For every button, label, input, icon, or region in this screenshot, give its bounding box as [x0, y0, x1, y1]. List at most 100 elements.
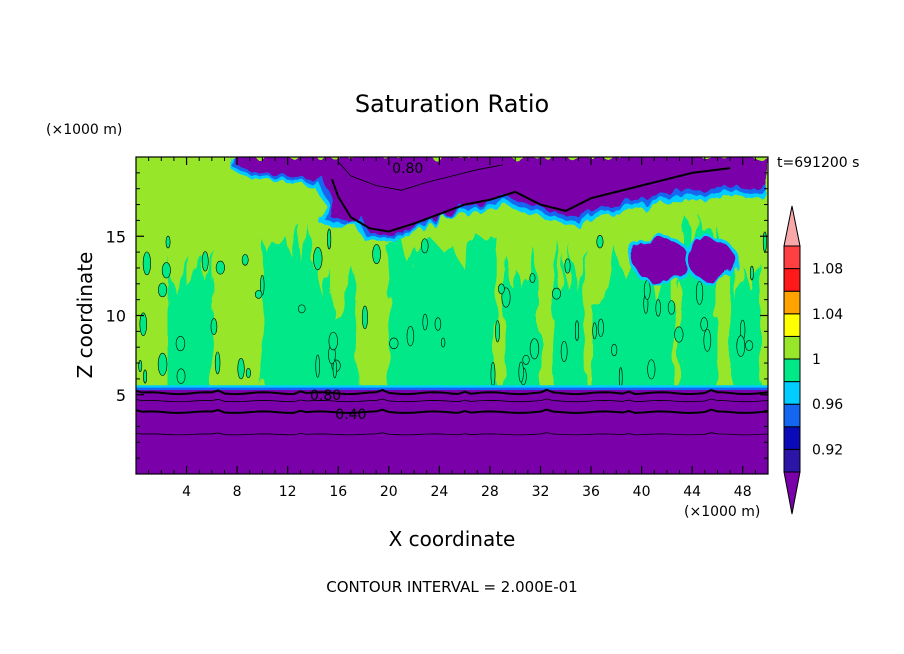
colorbar-box [783, 290, 801, 315]
x-tick-label: 24 [430, 484, 448, 500]
teal-speck [611, 343, 618, 357]
teal-speck [422, 313, 428, 331]
teal-speck [749, 265, 754, 281]
teal-speck [361, 305, 368, 330]
x-tick-label: 20 [380, 484, 398, 500]
teal-speck [245, 367, 251, 379]
teal-speck [328, 331, 338, 351]
contour-lines [136, 161, 768, 436]
teal-speck [490, 362, 496, 387]
x-unit-label: (×1000 m) [684, 504, 760, 520]
x-axis-label: X coordinate [389, 527, 516, 551]
teal-plume [300, 266, 358, 392]
y-tick-label: 5 [116, 386, 126, 405]
teal-speck [157, 352, 168, 376]
x-tick-label: 36 [582, 484, 600, 500]
teal-speck [165, 235, 171, 249]
region-lower-purple [136, 389, 768, 474]
teal-speck [372, 244, 381, 265]
teal-speck [176, 368, 186, 384]
teal-speck [406, 326, 415, 347]
teal-speck [592, 322, 597, 340]
x-tick-label: 48 [734, 484, 752, 500]
teal-speck [434, 317, 442, 331]
footer-contour-interval: CONTOUR INTERVAL = 2.000E-01 [326, 578, 577, 596]
x-tick-label: 28 [481, 484, 499, 500]
cell-purple [688, 239, 734, 281]
colorbar-box [783, 426, 801, 450]
x-tick-label: 32 [532, 484, 550, 500]
chart-title: Saturation Ratio [355, 90, 549, 118]
teal-speck [237, 357, 245, 380]
teal-speck [254, 290, 263, 299]
x-tick-label: 4 [182, 484, 191, 500]
teal-plume [167, 243, 212, 392]
colorbar-box [783, 381, 801, 405]
teal-speck [647, 359, 656, 380]
teal-speck [674, 326, 684, 343]
teal-speck [139, 312, 147, 336]
contour-thin-upper [337, 161, 503, 191]
teal-speck [495, 320, 500, 343]
time-label: t=691200 s [777, 155, 859, 171]
y-unit-label: (×1000 m) [46, 122, 122, 138]
x-tick-label: 16 [329, 484, 347, 500]
colorbar-label: 0.92 [812, 442, 843, 458]
colorbar-box [783, 403, 801, 428]
colorbar-arrow-high [783, 205, 801, 247]
upper-dry-patch [230, 157, 768, 286]
teal-speck [695, 281, 704, 305]
colorbar: 1.08 1.04 1 0.96 0.92 [783, 205, 843, 515]
teal-speck [215, 260, 225, 275]
teal-speck [745, 340, 754, 351]
teal-speck [655, 299, 661, 317]
teal-speck [667, 300, 676, 315]
teal-speck [313, 247, 323, 271]
contour-label: 0.40 [335, 407, 366, 423]
teal-plume [388, 232, 497, 392]
teal-plume [591, 246, 674, 392]
contour-080-upper [330, 167, 731, 233]
y-axis-label: Z coordinate [73, 252, 97, 379]
teal-speck [703, 328, 712, 352]
colorbar-arrow-low [783, 471, 801, 515]
teal-speck [201, 251, 209, 272]
teal-speck [560, 341, 568, 362]
colorbar-box [783, 448, 801, 473]
cell-purple [632, 237, 689, 283]
teal-speck [389, 337, 399, 350]
contour-080-lower [136, 388, 768, 396]
contour-040-lower [136, 408, 768, 414]
teal-speck [214, 351, 221, 375]
blue-edge [136, 387, 768, 392]
teal-speck [597, 318, 604, 337]
x-tick-label: 12 [279, 484, 297, 500]
teal-speck [175, 336, 186, 352]
x-ticks: 4 8 12 16 20 24 28 32 36 40 44 48 [148, 157, 756, 500]
teal-speck [564, 258, 571, 274]
teal-speck [518, 361, 524, 383]
x-tick-label: 40 [633, 484, 651, 500]
teal-speck [762, 231, 767, 252]
teal-speck [297, 304, 306, 314]
y-tick-label: 10 [106, 307, 126, 326]
teal-speck [522, 354, 530, 365]
teal-speck [421, 238, 429, 254]
teal-speck [210, 318, 218, 335]
y-ticks: 5 10 15 [106, 172, 768, 459]
teal-speck [157, 282, 168, 298]
y-tick-label: 15 [106, 227, 126, 246]
teal-speck [574, 320, 580, 341]
colorbar-box [783, 335, 801, 360]
plot-area [136, 157, 768, 474]
contour-label: 0.80 [310, 388, 341, 404]
contour-label: 0.80 [392, 161, 423, 177]
teal-speck [241, 254, 249, 266]
colorbar-label: 1 [812, 352, 821, 368]
teal-speck [161, 262, 171, 279]
colorbar-box [783, 245, 801, 270]
teal-speck [138, 360, 143, 372]
x-tick-label: 8 [233, 484, 242, 500]
teal-speck [618, 367, 623, 389]
